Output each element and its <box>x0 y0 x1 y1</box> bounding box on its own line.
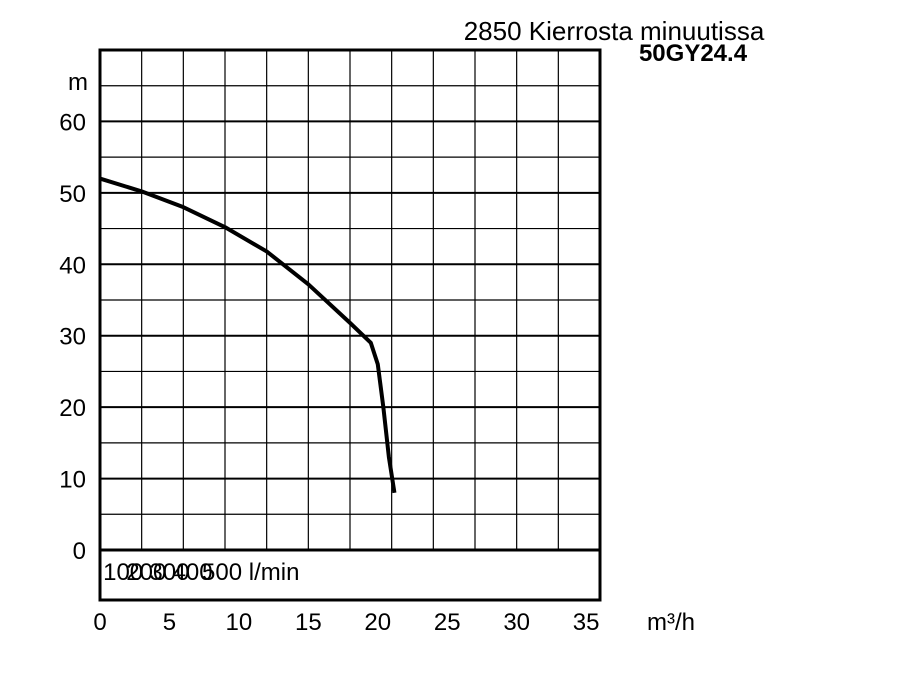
secondary-x-tick-label: 500 l/min <box>202 559 299 586</box>
secondary-x-tick-label: 400 <box>173 559 213 586</box>
grid <box>98 48 602 602</box>
pump-performance-curve <box>99 176 397 494</box>
x-tick-label: 25 <box>434 609 461 636</box>
x-tick-label: 15 <box>295 609 322 636</box>
x-tick-label: 5 <box>163 609 176 636</box>
x-tick-label: 0 <box>93 609 106 636</box>
y-axis-unit-label: m <box>68 69 88 96</box>
y-tick-label: 0 <box>73 538 86 565</box>
y-tick-label: 10 <box>59 467 86 494</box>
y-tick-label: 30 <box>59 324 86 351</box>
secondary-x-tick-label: 200 <box>126 559 166 586</box>
y-tick-label: 50 <box>59 181 86 208</box>
secondary-x-tick-label: 300 <box>149 559 189 586</box>
y-tick-label: 60 <box>59 109 86 136</box>
model-label: 50GY24.4 <box>639 40 748 67</box>
x-tick-label: 30 <box>503 609 530 636</box>
y-tick-labels: 0 10 20 30 40 50 60 <box>59 109 86 565</box>
x-tick-label: 35 <box>573 609 600 636</box>
y-tick-label: 40 <box>59 252 86 279</box>
secondary-x-tick-label: 100 <box>103 559 143 586</box>
x-axis-unit-label: m³/h <box>647 609 695 636</box>
plot-frame <box>98 48 602 602</box>
x-tick-label: 20 <box>364 609 391 636</box>
x-tick-label: 10 <box>226 609 253 636</box>
speed-label: 2850 Kierrosta minuutissa <box>464 16 765 46</box>
x-tick-labels: 0 5 10 15 20 25 30 35 <box>93 609 599 636</box>
y-tick-label: 20 <box>59 395 86 422</box>
